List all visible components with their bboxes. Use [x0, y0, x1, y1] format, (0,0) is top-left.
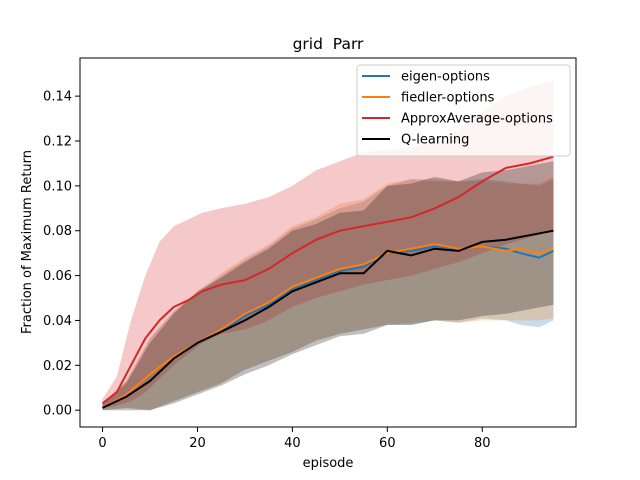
y-tick-label: 0.06	[43, 269, 72, 284]
y-tick-label: 0.04	[43, 314, 72, 329]
legend-entry-1: fiedler-options	[401, 91, 495, 106]
plot-area	[101, 80, 554, 411]
x-tick-label: 80	[474, 436, 491, 451]
series-line-1	[102, 243, 554, 409]
series-band-0	[102, 179, 554, 411]
y-tick-label: 0.12	[43, 134, 72, 149]
x-tick-label: 0	[98, 436, 106, 451]
axes: 0 20 40 60 80 0.00 0.02 0.04 0.06 0.08 0.10 0.12 0.1…	[43, 57, 577, 451]
series-band-3	[102, 161, 554, 411]
y-tick-label: 0.00	[43, 404, 72, 419]
legend: eigen-options fiedler-options ApproxAverag…	[356, 64, 571, 157]
x-tick-label: 40	[284, 436, 301, 451]
legend-entry-3: Q-learning	[401, 133, 469, 148]
y-tick-label: 0.10	[43, 179, 72, 194]
x-tick-label: 60	[379, 436, 396, 451]
legend-entry-2: ApproxAverage-options	[401, 112, 553, 127]
series-line-2	[101, 155, 554, 405]
x-axis-label: episode	[303, 456, 354, 471]
y-axis-label: Fraction of Maximum Return	[20, 150, 35, 334]
chart-title: grid Parr	[293, 35, 364, 53]
legend-box	[356, 64, 571, 157]
series-band-2	[102, 80, 554, 408]
series-line-3	[102, 229, 554, 409]
legend-entry-0: eigen-options	[401, 70, 490, 85]
y-tick-label: 0.14	[43, 90, 72, 105]
x-tick-label: 20	[189, 436, 206, 451]
axes-frame	[79, 57, 577, 428]
y-tick-label: 0.08	[43, 224, 72, 239]
y-tick-label: 0.02	[43, 359, 72, 374]
series-band-1	[102, 176, 554, 411]
